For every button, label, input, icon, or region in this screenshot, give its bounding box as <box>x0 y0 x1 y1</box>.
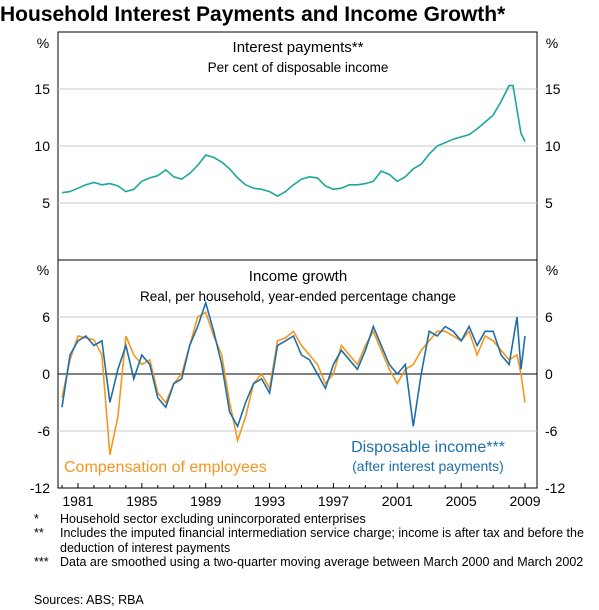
footnote-mark: ** <box>34 526 44 541</box>
y-tick-label: -12 <box>545 480 565 496</box>
x-tick-label: 1989 <box>190 493 221 509</box>
footnote-text: Includes the imputed financial intermedi… <box>60 526 584 555</box>
y-axis-tick-labels: 5 5 10 10 15 15 -12 -12 -6 -6 0 0 6 6 <box>30 81 566 496</box>
top-panel-title: Interest payments** <box>233 39 364 56</box>
interest-payments-line <box>61 84 526 198</box>
top-panel-gridlines <box>58 88 537 204</box>
y-tick-label: -6 <box>38 423 51 439</box>
y-tick-label: 0 <box>545 366 553 382</box>
y-tick-label: 15 <box>34 81 50 97</box>
compensation-series-label: Compensation of employees <box>64 459 267 476</box>
y-tick-label: 6 <box>545 309 553 325</box>
x-tick-label: 1997 <box>318 493 349 509</box>
y-tick-label: -6 <box>545 423 558 439</box>
footnote-2: ** Includes the imputed financial interm… <box>34 526 594 555</box>
y-tick-label: 5 <box>545 195 553 211</box>
x-tick-label: 1981 <box>62 493 93 509</box>
disposable-series-label: Disposable income*** <box>351 439 505 456</box>
bottom-panel-title: Income growth <box>249 268 347 285</box>
y-tick-label: 15 <box>545 81 561 97</box>
footnote-3: *** Data are smoothed using a two-quarte… <box>34 555 594 569</box>
bottom-right-unit-label: % <box>546 262 558 278</box>
top-left-unit-label: % <box>37 35 49 51</box>
x-axis-tick-labels: 1981 1985 1989 1993 1997 2001 2005 2009 <box>62 493 540 509</box>
x-tick-label: 1993 <box>254 493 285 509</box>
y-tick-label: 10 <box>545 138 561 154</box>
y-tick-label: 0 <box>42 366 50 382</box>
y-tick-label: 5 <box>42 195 50 211</box>
footnote-1: * Household sector excluding unincorpora… <box>34 512 594 526</box>
disposable-series-note: (after interest payments) <box>352 458 504 474</box>
top-right-unit-label: % <box>546 35 558 51</box>
x-tick-label: 2005 <box>446 493 477 509</box>
footnotes: * Household sector excluding unincorpora… <box>34 512 594 570</box>
x-tick-label: 2001 <box>382 493 413 509</box>
sources: Sources: ABS; RBA <box>34 593 144 607</box>
top-panel-subtitle: Per cent of disposable income <box>208 60 389 75</box>
footnote-mark: * <box>34 512 39 526</box>
disposable-income-line <box>61 300 526 429</box>
bottom-left-unit-label: % <box>37 262 49 278</box>
y-tick-label: 6 <box>42 309 50 325</box>
compensation-of-employees-line <box>61 311 526 455</box>
footnote-text: Data are smoothed using a two-quarter mo… <box>60 555 584 570</box>
footnote-mark: *** <box>34 555 49 570</box>
y-tick-label: -12 <box>30 480 50 496</box>
x-tick-label: 2009 <box>509 493 540 509</box>
x-axis-ticks <box>61 483 526 488</box>
chart-title: Household Interest Payments and Income G… <box>0 3 506 26</box>
footnote-text: Household sector excluding unincorporate… <box>60 512 366 526</box>
y-tick-label: 10 <box>34 138 50 154</box>
bottom-panel-gridlines <box>58 316 537 432</box>
x-tick-label: 1985 <box>126 493 157 509</box>
bottom-panel-subtitle: Real, per household, year-ended percenta… <box>140 289 456 304</box>
